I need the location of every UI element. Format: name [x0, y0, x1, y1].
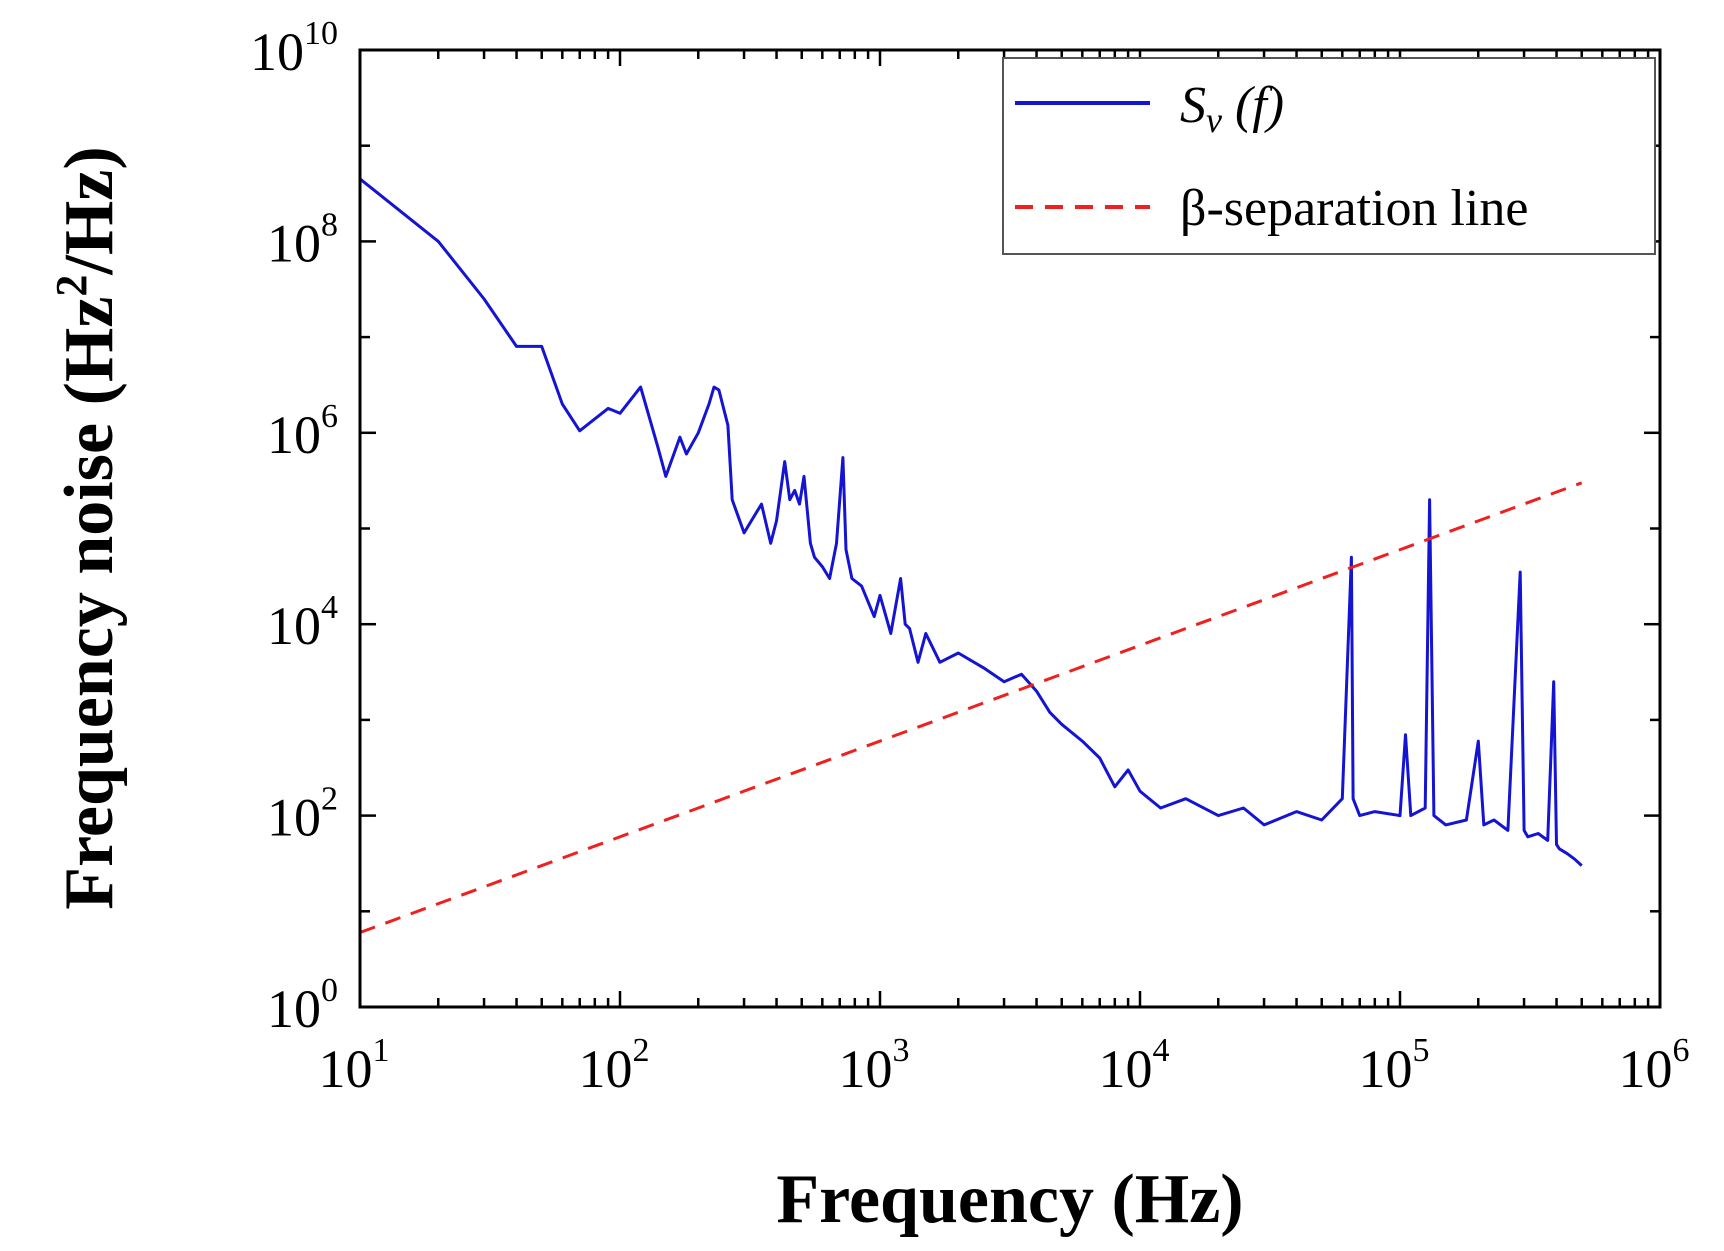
x-tick-label: 101 — [319, 1032, 390, 1099]
legend-label-beta: β-separation line — [1180, 180, 1528, 237]
y-tick-label: 1010 — [250, 15, 338, 82]
legend-label-sv: Sv (f) — [1180, 77, 1284, 140]
x-tick-label-exp: 1 — [373, 1032, 390, 1069]
y-axis-title-sup: 2 — [47, 275, 96, 297]
legend-label-sv-main: S — [1180, 77, 1206, 134]
y-tick-label-base: 10 — [267, 596, 321, 656]
y-axis-title-tail: /Hz) — [51, 146, 128, 275]
x-tick-label: 103 — [839, 1032, 910, 1099]
x-tick-label-base: 10 — [579, 1039, 633, 1099]
ticks-layer — [358, 48, 1660, 1009]
y-tick-label: 104 — [267, 589, 338, 656]
x-tick-label-exp: 6 — [1673, 1032, 1690, 1069]
y-tick-label-exp: 6 — [321, 398, 338, 435]
x-tick-label: 104 — [1099, 1032, 1170, 1099]
y-tick-label: 108 — [267, 206, 338, 273]
legend-box — [1002, 57, 1656, 255]
x-tick-label-exp: 4 — [1153, 1032, 1170, 1069]
x-tick-label-base: 10 — [1619, 1039, 1673, 1099]
y-axis-title: Frequency noise (Hz2/Hz) — [47, 146, 128, 909]
x-tick-label-base: 10 — [1359, 1039, 1413, 1099]
y-tick-label-base: 10 — [267, 788, 321, 848]
y-tick-label-exp: 8 — [321, 206, 338, 243]
y-tick-label-base: 10 — [267, 979, 321, 1039]
x-axis-title: Frequency (Hz) — [776, 1161, 1243, 1238]
x-tick-label-base: 10 — [1099, 1039, 1153, 1099]
y-tick-label-base: 10 — [267, 405, 321, 465]
x-tick-label-base: 10 — [319, 1039, 373, 1099]
x-tick-label: 102 — [579, 1032, 650, 1099]
legend-label-sv-sub: v — [1206, 100, 1222, 140]
x-tick-label-exp: 5 — [1413, 1032, 1430, 1069]
x-tick-label-exp: 3 — [893, 1032, 910, 1069]
y-tick-label: 102 — [267, 781, 338, 848]
legend-label-sv-tail: (f) — [1222, 77, 1284, 134]
x-tick-label-base: 10 — [839, 1039, 893, 1099]
y-tick-label-exp: 0 — [321, 972, 338, 1009]
y-tick-label-exp: 4 — [321, 589, 338, 626]
y-axis-title-main: Frequency noise (Hz — [51, 297, 128, 910]
y-tick-label: 106 — [267, 398, 338, 465]
y-tick-label-exp: 10 — [304, 15, 338, 52]
y-tick-label-base: 10 — [250, 22, 304, 82]
x-tick-label-exp: 2 — [633, 1032, 650, 1069]
y-tick-label-exp: 2 — [321, 781, 338, 818]
x-tick-label: 106 — [1619, 1032, 1690, 1099]
y-tick-label-base: 10 — [267, 213, 321, 273]
series-sv-line — [360, 177, 1583, 867]
y-tick-label: 100 — [267, 972, 338, 1039]
legend: Sv (f) β-separation line — [1002, 57, 1656, 255]
x-tick-label: 105 — [1359, 1032, 1430, 1099]
series-layer — [360, 177, 1583, 934]
series-beta-separation-line — [360, 481, 1583, 934]
